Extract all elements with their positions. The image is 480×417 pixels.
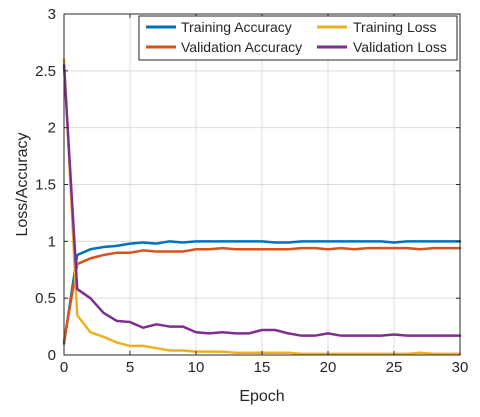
legend-box: [138, 15, 458, 61]
x-tick-label: 20: [320, 359, 337, 376]
legend-entry-training-accuracy: Training Accuracy: [146, 19, 292, 35]
y-tick-label: 1: [48, 233, 56, 250]
y-tick-label: 2: [48, 120, 56, 137]
legend-label: Training Loss: [353, 19, 437, 35]
series-line-validation-accuracy: [62, 246, 462, 343]
legend-entry-training-loss: Training Loss: [317, 19, 437, 35]
legend-entry-validation-loss: Validation Loss: [317, 39, 447, 55]
y-tick-label: 0.5: [35, 290, 56, 307]
legend-label: Validation Accuracy: [181, 39, 302, 55]
ticks: [63, 13, 461, 356]
legend-entry-validation-accuracy: Validation Accuracy: [146, 39, 302, 55]
x-tick-label: 5: [126, 359, 134, 376]
series-line-training-accuracy: [62, 240, 462, 345]
y-tick-label: 0: [48, 347, 56, 364]
y-axis-label: Loss/Accuracy: [14, 132, 31, 236]
y-tick-label: 2.5: [35, 63, 56, 80]
x-tick-label: 15: [254, 359, 271, 376]
x-axis-label: Epoch: [239, 388, 284, 405]
y-tick-label: 1.5: [35, 177, 56, 194]
x-tick-label: 0: [60, 359, 68, 376]
legend: Training Accuracy Training Loss Validati…: [138, 15, 458, 61]
y-tick-label: 3: [48, 6, 56, 23]
series-line-validation-loss: [62, 63, 462, 337]
x-tick-label: 10: [188, 359, 205, 376]
x-tick-label: 25: [386, 359, 403, 376]
tick-labels: 0 5 10 15 20 25 30 0 0.5 1 1.5 2 2.5 3: [35, 6, 468, 376]
legend-label: Validation Loss: [353, 39, 447, 55]
x-tick-label: 30: [452, 359, 469, 376]
legend-label: Training Accuracy: [181, 19, 292, 35]
